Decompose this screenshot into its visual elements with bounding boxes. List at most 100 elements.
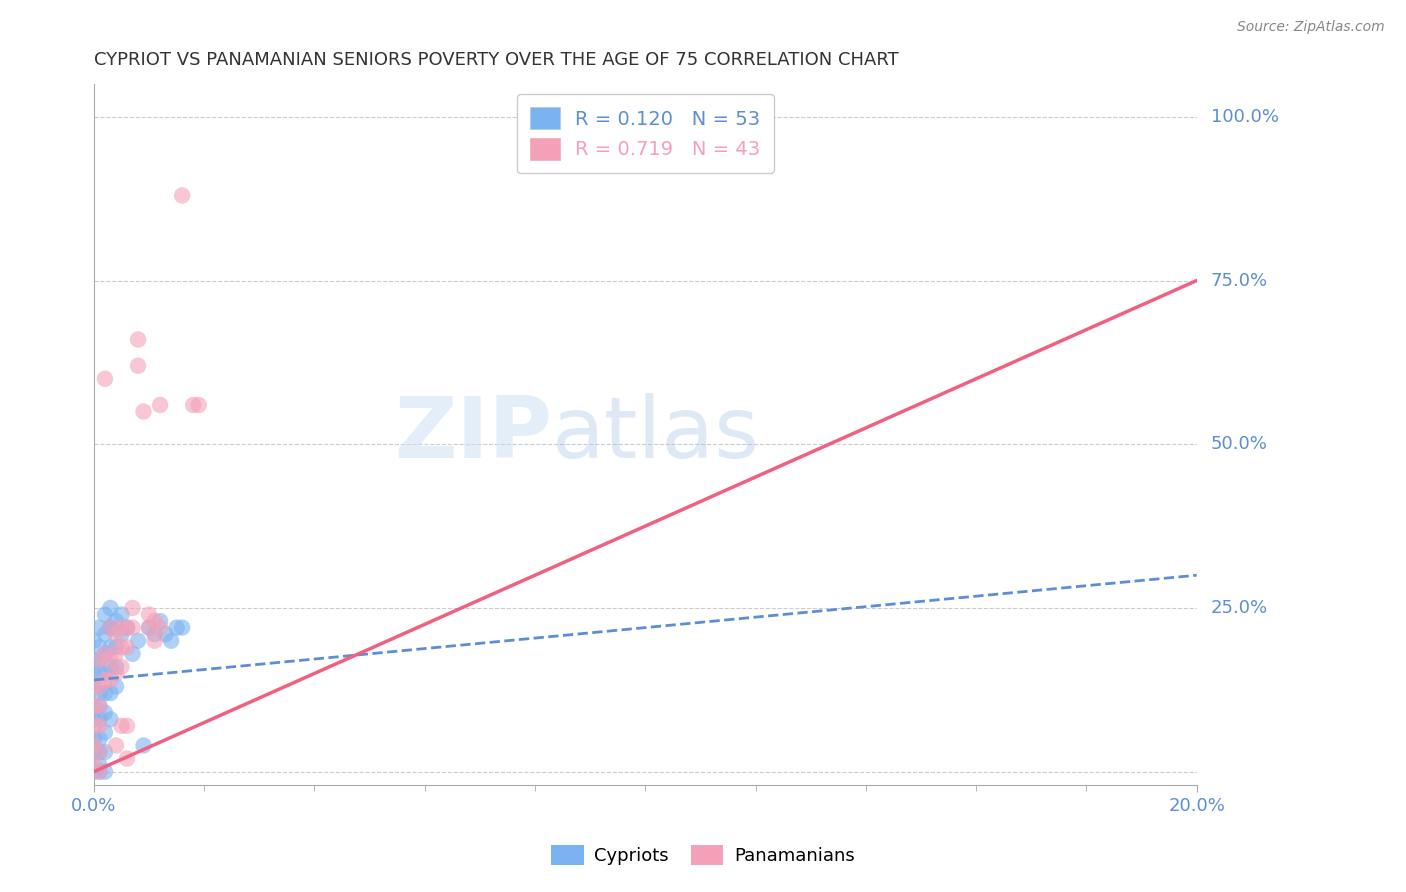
Point (83, 680, 105, 694)
Point (89, 621, 111, 635)
Point (110, 627, 132, 641)
Point (166, 621, 188, 635)
Point (149, 621, 172, 635)
Point (89, 699, 111, 714)
Point (143, 627, 166, 641)
Point (89, 719, 111, 733)
Point (89, 712, 111, 726)
Point (100, 621, 122, 635)
Point (149, 614, 172, 628)
Point (89, 653, 111, 667)
Point (160, 633, 183, 648)
Point (143, 614, 166, 628)
Point (83, 739, 105, 753)
Legend: R = 0.120   N = 53, R = 0.719   N = 43: R = 0.120 N = 53, R = 0.719 N = 43 (517, 94, 773, 173)
Point (138, 607, 160, 622)
Point (100, 653, 122, 667)
Text: atlas: atlas (551, 393, 759, 476)
Point (89, 653, 111, 667)
Text: CYPRIOT VS PANAMANIAN SENIORS POVERTY OVER THE AGE OF 75 CORRELATION CHART: CYPRIOT VS PANAMANIAN SENIORS POVERTY OV… (94, 51, 898, 69)
Point (172, 621, 194, 635)
Point (110, 621, 132, 635)
Point (100, 686, 122, 700)
Point (94, 627, 117, 641)
Point (132, 404, 155, 418)
Text: ZIP: ZIP (394, 393, 551, 476)
Point (155, 627, 177, 641)
Point (89, 745, 111, 759)
Point (115, 751, 138, 765)
Point (104, 627, 127, 641)
Point (127, 359, 149, 373)
Point (104, 666, 127, 681)
Point (89, 666, 111, 681)
Point (100, 712, 122, 726)
Point (110, 640, 132, 655)
Point (94, 607, 117, 622)
Text: 75.0%: 75.0% (1211, 271, 1268, 290)
Point (94, 686, 117, 700)
Point (94, 647, 117, 661)
Point (100, 621, 122, 635)
Point (83, 666, 105, 681)
Point (104, 614, 127, 628)
Text: 100.0%: 100.0% (1211, 108, 1278, 126)
Point (110, 660, 132, 674)
Point (89, 764, 111, 779)
Point (121, 621, 143, 635)
Point (149, 398, 172, 412)
Point (104, 739, 127, 753)
Point (83, 764, 105, 779)
Point (104, 647, 127, 661)
Point (110, 719, 132, 733)
Point (100, 640, 122, 655)
Point (100, 660, 122, 674)
Point (115, 719, 138, 733)
Point (83, 680, 105, 694)
Point (83, 758, 105, 772)
Point (89, 699, 111, 714)
Legend: Cypriots, Panamanians: Cypriots, Panamanians (544, 838, 862, 872)
Point (172, 188, 194, 202)
Point (83, 719, 105, 733)
Text: 25.0%: 25.0% (1211, 599, 1268, 617)
Point (83, 633, 105, 648)
Point (121, 601, 143, 615)
Point (94, 725, 117, 739)
Point (83, 699, 105, 714)
Point (94, 372, 117, 386)
Point (83, 653, 105, 667)
Point (89, 680, 111, 694)
Point (104, 640, 127, 655)
Point (132, 739, 155, 753)
Point (89, 731, 111, 746)
Point (143, 633, 166, 648)
Point (89, 640, 111, 655)
Point (100, 673, 122, 687)
Point (100, 601, 122, 615)
Point (138, 621, 160, 635)
Point (94, 647, 117, 661)
Point (94, 745, 117, 759)
Point (89, 745, 111, 759)
Point (115, 621, 138, 635)
Point (83, 699, 105, 714)
Text: 50.0%: 50.0% (1211, 435, 1267, 453)
Point (94, 666, 117, 681)
Point (138, 621, 160, 635)
Point (83, 712, 105, 726)
Point (115, 621, 138, 635)
Point (115, 640, 138, 655)
Text: Source: ZipAtlas.com: Source: ZipAtlas.com (1237, 20, 1385, 34)
Point (83, 731, 105, 746)
Point (104, 680, 127, 694)
Point (94, 706, 117, 720)
Point (83, 745, 105, 759)
Point (110, 607, 132, 622)
Point (181, 398, 204, 412)
Point (127, 333, 149, 347)
Point (89, 758, 111, 772)
Point (187, 398, 209, 412)
Point (94, 764, 117, 779)
Point (100, 621, 122, 635)
